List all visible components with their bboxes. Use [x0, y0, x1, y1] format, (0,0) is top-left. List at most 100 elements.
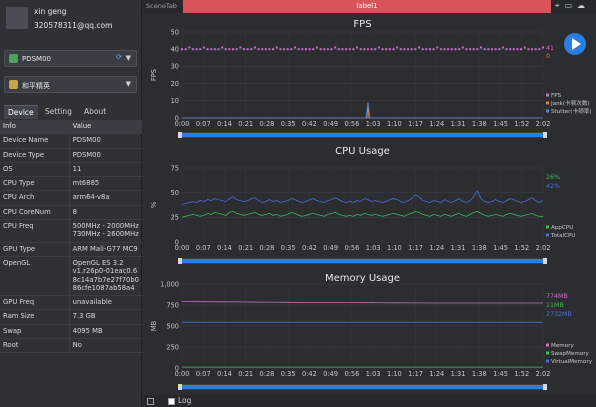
table-row: Ram Size 7.3 GB: [0, 309, 142, 325]
fps-point: [221, 46, 224, 49]
series-line: [181, 301, 543, 304]
x-tick-label: 0:35: [281, 370, 296, 378]
row-key: GPU Type: [0, 242, 70, 257]
fps-point: [199, 48, 202, 51]
fps-point: [297, 48, 300, 51]
fps-point: [228, 48, 231, 51]
x-tick-label: 0:21: [238, 244, 253, 252]
fps-point: [191, 48, 194, 51]
user-info: xin geng 320578311@qq.com: [6, 6, 136, 34]
x-tick-label: 0:21: [238, 370, 253, 378]
fps-point: [210, 48, 213, 51]
row-value: 4095 MB: [69, 324, 142, 340]
header-info: Info: [0, 120, 70, 135]
fps-point: [312, 48, 315, 51]
series-line: [181, 210, 543, 218]
toolbar-icons: ⌖▭☁: [555, 1, 590, 11]
x-tick-label: 1:52: [514, 120, 529, 128]
y-tick-label: 0: [175, 114, 179, 122]
fps-point: [385, 48, 388, 51]
x-tick-label: 1:31: [451, 244, 466, 252]
folder-icon[interactable]: ▭: [564, 1, 577, 10]
range-handle-left: [178, 132, 182, 138]
tab-device[interactable]: Device: [4, 105, 38, 119]
table-row: GPU Type ARM Mali-G77 MC9: [0, 242, 142, 257]
legend-label: AppCPU: [551, 225, 573, 231]
top-bar: SceneTab label1 ⌖▭☁: [143, 0, 596, 13]
fps-point: [217, 48, 220, 51]
fps-point: [239, 46, 242, 49]
fps-point: [348, 48, 351, 51]
x-tick-label: 1:31: [451, 120, 466, 128]
row-key: Swap: [0, 324, 70, 340]
device-dropdown[interactable]: PDSM00 ⟳ ▼: [4, 50, 137, 67]
row-key: OpenGL: [0, 256, 70, 297]
device-dropdown-label: PDSM00: [22, 55, 52, 63]
y-axis-label: MB: [150, 320, 158, 331]
fps-point: [421, 48, 424, 51]
x-tick-label: 2:02: [536, 120, 551, 128]
fps-point: [326, 48, 329, 51]
fps-point: [308, 48, 311, 51]
x-tick-label: 0:42: [302, 120, 317, 128]
cloud-icon[interactable]: ☁: [577, 1, 590, 10]
fps-point: [396, 46, 399, 49]
x-tick-label: 0:00: [175, 370, 190, 378]
fps-point: [279, 48, 282, 51]
range-selection: [182, 385, 543, 389]
x-tick-label: 1:52: [514, 244, 529, 252]
x-tick-label: 1:17: [408, 244, 423, 252]
x-tick-label: 0:35: [281, 120, 296, 128]
fps-point: [366, 48, 369, 51]
x-tick-label: 1:10: [387, 120, 402, 128]
x-tick-label: 0:14: [217, 120, 232, 128]
fps-point: [516, 48, 519, 51]
fps-point: [275, 46, 278, 49]
y-tick-label: 30: [171, 63, 179, 71]
bottom-bar: Log: [143, 395, 596, 407]
location-icon[interactable]: ⌖: [554, 1, 565, 10]
row-key: CPU Arch: [0, 190, 70, 206]
row-value: arm64-v8a: [69, 190, 142, 206]
legend-label: VirtualMemory: [551, 359, 593, 365]
y-tick-label: 0: [175, 364, 179, 372]
tab-setting[interactable]: Setting: [45, 107, 72, 116]
app-icon: [9, 80, 18, 89]
fps-point: [542, 46, 544, 49]
chevron-down-icon: ▼: [125, 80, 131, 88]
avatar: [6, 7, 28, 29]
range-handle-right: [543, 384, 547, 390]
fps-point: [512, 48, 515, 51]
fps-point: [388, 48, 391, 51]
refresh-icon[interactable]: ⟳: [116, 53, 122, 61]
app-dropdown[interactable]: 和平精英 ▼: [4, 76, 137, 93]
fps-point: [250, 48, 253, 51]
row-value: PDSM00: [69, 148, 142, 163]
device-info-table: Info Value Device Name PDSM00 Device Type P…: [0, 120, 142, 354]
row-value: OpenGL ES 3.2 v1.r26p0-01eac0.6 8c14a7b7…: [69, 256, 142, 297]
x-tick-label: 0:14: [217, 244, 232, 252]
fps-point: [425, 48, 428, 51]
fps-point: [469, 48, 472, 51]
fps-point: [505, 48, 508, 51]
tab-about[interactable]: About: [84, 107, 107, 116]
scene-tab[interactable]: SceneTab: [146, 2, 177, 10]
legend-label: FPS: [551, 93, 562, 99]
play-icon: [572, 38, 581, 50]
toggle-panel-button[interactable]: [147, 398, 154, 405]
fps-point: [224, 48, 227, 51]
fps-point: [527, 48, 530, 51]
fps-point: [319, 48, 322, 51]
fps-point: [301, 48, 304, 51]
log-checkbox[interactable]: [168, 398, 175, 405]
y-tick-label: 75: [171, 164, 179, 172]
fps-point: [465, 48, 468, 51]
fps-point: [450, 48, 453, 51]
charts-svg: FPS 0 10 20 30 40 50 FPS 0:00 0:07 0:14 0:21 0:28 0:3…: [150, 19, 593, 390]
play-button[interactable]: [564, 33, 586, 55]
x-tick-label: 0:07: [196, 244, 211, 252]
series-line: [181, 189, 544, 205]
fps-point: [195, 48, 198, 51]
fps-point: [432, 48, 435, 51]
fps-point: [392, 48, 395, 51]
